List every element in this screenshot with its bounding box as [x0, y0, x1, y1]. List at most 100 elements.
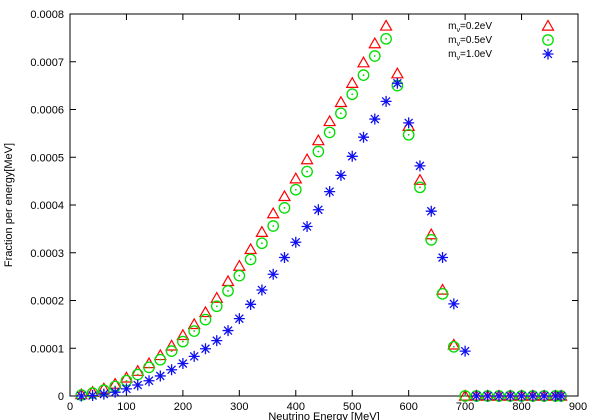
point-star [256, 284, 268, 296]
point-triangle [424, 227, 438, 240]
point-star [245, 298, 257, 310]
point-circle [312, 145, 325, 158]
point-circle [323, 126, 336, 139]
point-star [369, 113, 381, 125]
point-star [391, 77, 403, 89]
point-triangle [458, 389, 472, 401]
point-star [493, 390, 505, 402]
point-star [143, 375, 155, 387]
series-star [75, 77, 567, 402]
point-star [555, 390, 567, 402]
legend-marker-triangle [541, 19, 555, 31]
point-star [211, 335, 223, 347]
point-triangle [165, 339, 179, 351]
point-circle [177, 335, 189, 348]
point-star [199, 343, 211, 355]
x-tick-label: 900 [569, 401, 587, 413]
point-circle [222, 285, 234, 297]
point-star [459, 345, 471, 357]
point-star [549, 390, 561, 402]
point-star [403, 117, 415, 129]
point-circle [256, 237, 268, 250]
plot-frame [69, 13, 579, 397]
point-triangle [255, 225, 269, 237]
y-tick-label: 0.0003 [30, 248, 64, 260]
point-triangle [244, 242, 258, 255]
point-triangle [323, 114, 337, 127]
point-triangle [334, 95, 348, 108]
y-tick-label: 0.0004 [30, 200, 64, 212]
point-circle [357, 69, 370, 81]
x-tick-label: 700 [456, 401, 474, 413]
point-triangle [379, 19, 393, 31]
y-tick-label: 0.0008 [30, 9, 64, 21]
point-star [233, 313, 245, 325]
y-axis-title: Fraction per energy[MeV] [3, 143, 15, 267]
point-circle [244, 253, 257, 266]
legend-label: mν=1.0eV [448, 49, 492, 62]
y-tick-label: 0.0007 [30, 57, 64, 69]
point-circle [278, 202, 291, 214]
point-triangle [210, 291, 224, 303]
point-star [87, 390, 99, 402]
point-circle [414, 181, 426, 194]
point-triangle [413, 173, 427, 185]
legend-marker-star [542, 48, 554, 60]
data-points [74, 19, 568, 402]
point-star [312, 204, 324, 216]
point-star [346, 150, 358, 162]
point-triangle [289, 172, 303, 184]
point-star [470, 390, 482, 402]
point-star [504, 390, 516, 402]
y-tick-label: 0.0006 [30, 105, 64, 117]
point-star [358, 131, 370, 143]
y-tick-label: 0.0001 [30, 343, 64, 355]
point-star [516, 390, 528, 402]
x-tick-label: 0 [67, 401, 73, 413]
point-star [177, 358, 189, 370]
point-triangle [277, 189, 292, 202]
x-tick-label: 500 [343, 401, 361, 413]
x-tick-label: 400 [287, 401, 305, 413]
point-star [380, 95, 392, 107]
point-circle [165, 345, 178, 357]
tick-labels: 0 100 200 300 400 500 600 700 800 900 0 0.0001 0.000… [30, 9, 587, 413]
point-star [188, 350, 200, 362]
point-circle [188, 325, 201, 337]
point-triangle [119, 371, 133, 383]
legend-label: mν=0.2eV [448, 21, 492, 34]
point-star [267, 268, 279, 280]
point-circle [131, 368, 144, 381]
point-star [75, 390, 87, 402]
point-triangle [187, 317, 201, 330]
point-circle [210, 300, 223, 313]
point-star [527, 390, 539, 402]
x-tick-label: 800 [512, 401, 530, 413]
point-star [98, 388, 110, 400]
x-tick-label: 600 [399, 401, 417, 413]
point-star [278, 252, 290, 264]
point-circle [289, 183, 302, 196]
point-triangle [368, 36, 382, 49]
point-circle [199, 313, 212, 326]
point-triangle [176, 328, 190, 341]
point-triangle [345, 76, 359, 88]
point-triangle [390, 66, 404, 79]
point-triangle [435, 283, 450, 295]
series-circle [75, 32, 567, 402]
point-star [301, 220, 313, 232]
point-circle [154, 353, 167, 366]
legend-marker-circle [542, 34, 554, 46]
point-triangle [142, 356, 156, 369]
point-circle [459, 390, 471, 402]
point-star [482, 390, 494, 402]
point-circle [143, 361, 155, 374]
point-star [120, 383, 132, 395]
point-triangle [221, 274, 235, 287]
point-star [448, 298, 460, 310]
point-star [538, 390, 550, 402]
point-star [132, 379, 144, 391]
point-circle [425, 234, 438, 246]
point-star [335, 169, 347, 181]
